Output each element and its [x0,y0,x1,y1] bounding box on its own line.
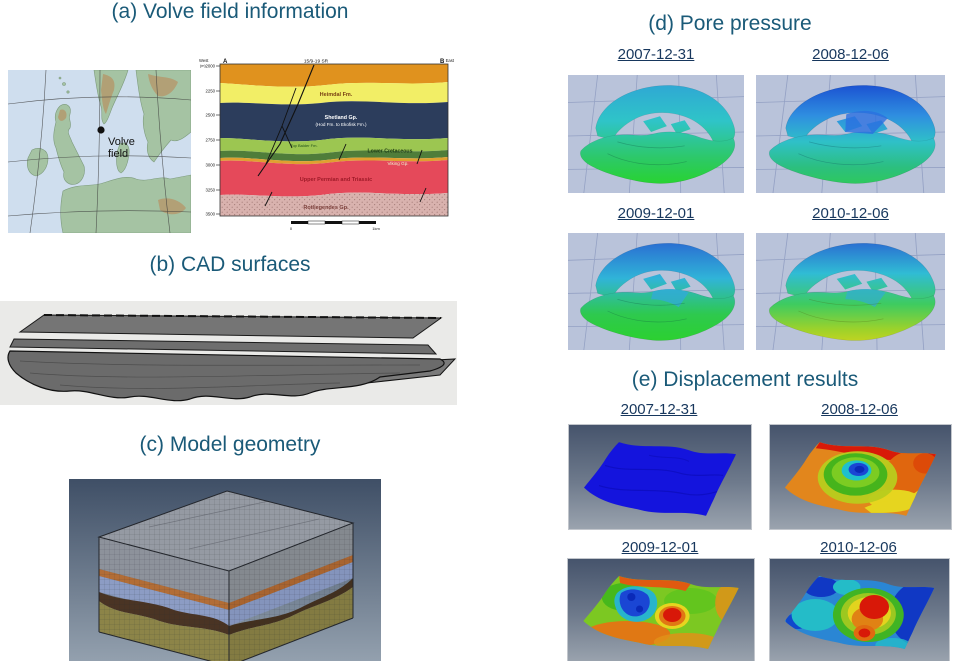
panel-a-title: (a) Volve field information [111,0,349,23]
svg-text:1km: 1km [372,226,380,231]
fm-rotliegendes-label: Rotliegendes Gp. [303,205,349,211]
svg-text:3250: 3250 [205,188,215,193]
volve-location-map: Volve field [8,70,191,233]
section-end-b: B [440,59,445,65]
displacement-snapshot-2 [769,424,952,530]
fm-shetland-label: Shetland Gp. [325,115,358,121]
pore-pressure-surface-illustration [756,75,945,193]
displacement-surface-illustration [568,559,754,661]
displacement-date-link-4[interactable]: 2010-12-06 [820,539,897,556]
cad-surfaces-illustration [0,301,457,405]
svg-text:2000: 2000 [205,64,215,69]
displacement-snapshot-3 [567,558,755,661]
fm-shetland2-label: (Hod Fm. to Ekofisk Fm.) [315,122,367,127]
volve-field-marker [97,126,105,134]
displacement-date-link-1[interactable]: 2007-12-31 [620,401,698,418]
displacement-date-link-3[interactable]: 2009-12-01 [621,539,699,556]
map-marker-label-line2: field [108,148,128,160]
geological-cross-section: 2000 2250 2500 2750 3000 3250 3500 West … [196,56,456,232]
fm-permian-label: Upper Permian and Triassic [300,177,372,183]
fm-balder-label: Top Balder Fm. [290,143,317,148]
pore-date-link-3[interactable]: 2009-12-01 [617,205,695,222]
map-illustration: Volve field [8,70,191,233]
section-end-a: A [223,59,228,65]
displacement-surface-illustration [569,425,751,529]
displacement-surface-illustration [770,559,949,661]
depth-unit-label: (m) [200,64,206,68]
model-geometry-figure [69,479,381,661]
pore-date-link-4[interactable]: 2010-12-06 [812,205,889,222]
panel-e-title: (e) Displacement results [631,368,859,391]
svg-text:0: 0 [290,226,293,231]
displacement-date-link-2[interactable]: 2008-12-06 [821,401,898,418]
panel-b-title: (b) CAD surfaces [149,253,311,276]
displacement-snapshot-1 [568,424,752,530]
map-marker-label-line1: Volve [108,136,135,148]
displacement-surface-illustration [770,425,951,529]
cad-surfaces-figure [0,301,457,405]
pore-pressure-snapshot-3 [568,233,744,350]
well-name-label: 15/9-19 SR [304,59,329,65]
pore-date-link-2[interactable]: 2008-12-06 [812,46,889,63]
cross-section-illustration: 2000 2250 2500 2750 3000 3250 3500 West … [196,56,456,232]
scale-bar: 0 1km [290,220,380,231]
displacement-snapshot-4 [769,558,950,661]
pore-pressure-snapshot-2 [756,75,945,193]
model-geometry-illustration [69,479,381,661]
pore-pressure-snapshot-1 [568,75,744,193]
panel-c-title: (c) Model geometry [139,433,321,456]
fm-lower-cretaceous-label: Lower Cretaceous [368,149,413,155]
svg-text:2500: 2500 [205,113,215,118]
svg-text:3000: 3000 [205,163,215,168]
svg-text:3500: 3500 [205,212,215,217]
fm-viking-label: Viking Gp. [387,161,408,166]
pore-date-link-1[interactable]: 2007-12-31 [617,46,695,63]
fm-heimdal-label: Heimdal Fm. [320,92,353,98]
svg-text:2250: 2250 [205,89,215,94]
depth-axis: 2000 2250 2500 2750 3000 3250 3500 [205,64,215,217]
panel-d-title: (d) Pore pressure [648,12,812,35]
svg-text:2750: 2750 [205,138,215,143]
west-label: West [199,58,209,63]
pore-pressure-snapshot-4 [756,233,945,350]
east-label: East [446,58,455,63]
pore-pressure-surface-illustration [568,75,744,193]
pore-pressure-surface-illustration [568,233,744,350]
pore-pressure-surface-illustration [756,233,945,350]
